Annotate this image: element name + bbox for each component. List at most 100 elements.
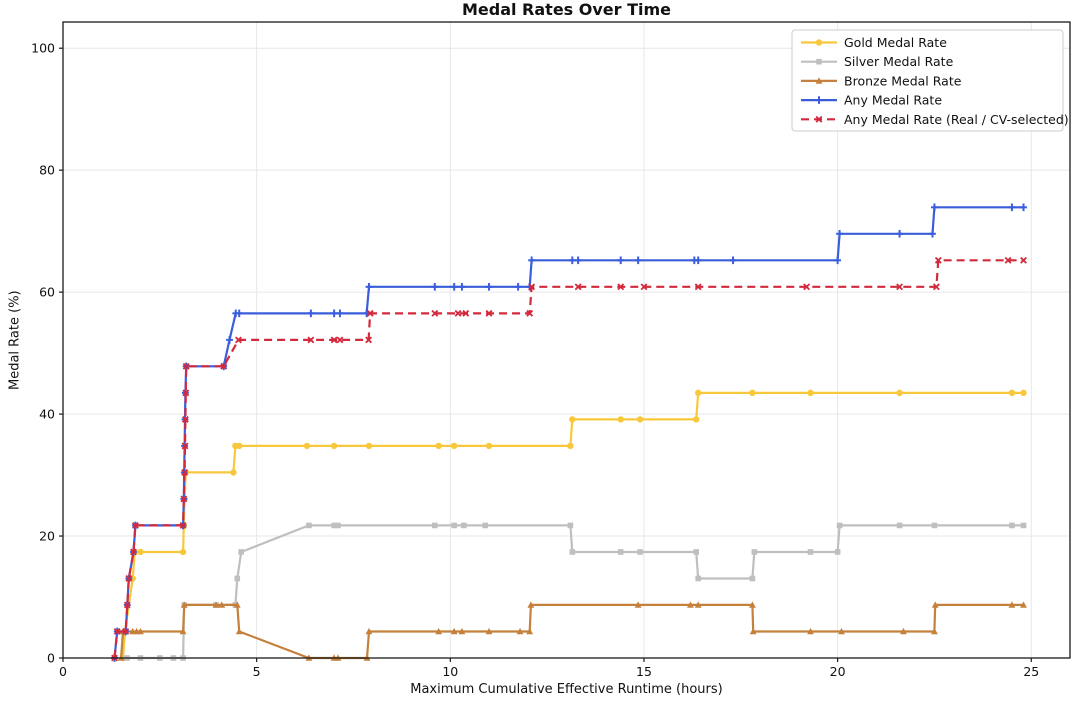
marker-circle [749,389,756,397]
marker-x [934,256,942,264]
series-line-silver-medal-rate [126,524,1024,660]
y-tick-label: 80 [39,163,55,178]
x-tick-label: 0 [59,664,67,679]
marker-circle [303,442,311,450]
marker-x [182,362,190,370]
marker-x [462,309,470,317]
y-tick-label: 100 [31,41,55,56]
marker-circle [896,389,903,397]
marker-x [526,309,534,317]
marker-x [181,415,189,423]
marker-triangle [931,601,939,608]
marker-circle [693,416,700,423]
marker-square [695,575,701,582]
marker-x [123,601,131,609]
marker-triangle [526,627,534,635]
marker-triangle [435,627,443,635]
marker-circle [807,389,814,397]
marker-square [637,549,643,555]
marker-triangle [516,627,524,635]
marker-x [122,628,130,635]
marker-circle [330,442,338,450]
marker-circle [236,442,243,450]
marker-triangle [365,627,373,635]
legend: Gold Medal Rate Silver Medal Rate Bronze M… [791,29,1069,132]
marker-circle [179,548,187,556]
marker-x [182,389,190,397]
marker-x [574,283,582,291]
marker-x [235,336,242,344]
marker-triangle [180,601,188,608]
marker-triangle [838,627,845,635]
legend-item: Bronze Medal Rate [801,73,962,88]
marker-circle [435,442,442,450]
x-tick-label: 20 [830,664,846,679]
marker-circle [1020,389,1027,397]
marker-triangle [218,601,226,608]
marker-square [816,58,822,65]
marker-triangle [1008,601,1016,608]
marker-square [306,522,312,529]
legend-item: Any Medal Rate [801,93,942,108]
marker-x [485,309,493,317]
marker-x [528,283,536,291]
marker-x [1020,256,1027,264]
marker-triangle [807,627,814,635]
series-any-medal-rate-real-cv-selected [111,256,1027,662]
marker-square [238,549,244,555]
marker-triangle [749,601,756,608]
marker-square [836,522,843,529]
marker-triangle [900,627,907,635]
legend-box [791,29,1064,132]
marker-x [1004,256,1012,264]
legend-label: Any Medal Rate (Real / CV-selected) [844,112,1069,127]
marker-x [803,283,811,291]
marker-x [932,283,940,291]
marker-square [931,522,938,529]
plot-border [62,21,1071,659]
marker-triangle [815,77,823,84]
legend-label: Silver Medal Rate [844,54,954,69]
marker-x [113,628,121,635]
marker-square [1020,522,1027,529]
marker-circle [450,442,458,450]
marker-circle [137,548,144,556]
marker-x [307,336,315,344]
marker-square [693,549,700,555]
marker-square [749,575,756,582]
marker-square [482,522,488,529]
marker-square [834,549,841,555]
marker-circle [1008,389,1016,397]
marker-x [336,336,344,344]
marker-x [181,442,189,450]
marker-x [130,548,137,556]
marker-x [180,495,188,503]
marker-square [331,522,337,529]
legend-item: Any Medal Rate (Real / CV-selected) [801,112,1069,127]
marker-square [751,549,758,555]
marker-circle [567,442,574,450]
legend-label: Any Medal Rate [844,93,942,108]
marker-square [451,522,457,529]
x-tick-label: 10 [442,664,458,679]
marker-square [617,549,624,555]
x-tick-label: 5 [253,664,261,679]
marker-circle [230,469,237,476]
marker-square [432,522,438,529]
marker-triangle [212,601,220,608]
y-tick-label: 20 [39,529,55,544]
marker-circle [694,389,702,397]
marker-triangle [485,627,493,635]
legend-item: Gold Medal Rate [801,35,947,50]
marker-circle [617,416,624,423]
marker-square [807,549,814,555]
marker-triangle [458,627,466,635]
marker-circle [569,416,576,423]
y-tick-label: 40 [39,407,55,422]
marker-x [220,362,228,370]
marker-square [569,549,576,555]
marker-x [617,283,625,291]
marker-triangle [749,627,757,635]
